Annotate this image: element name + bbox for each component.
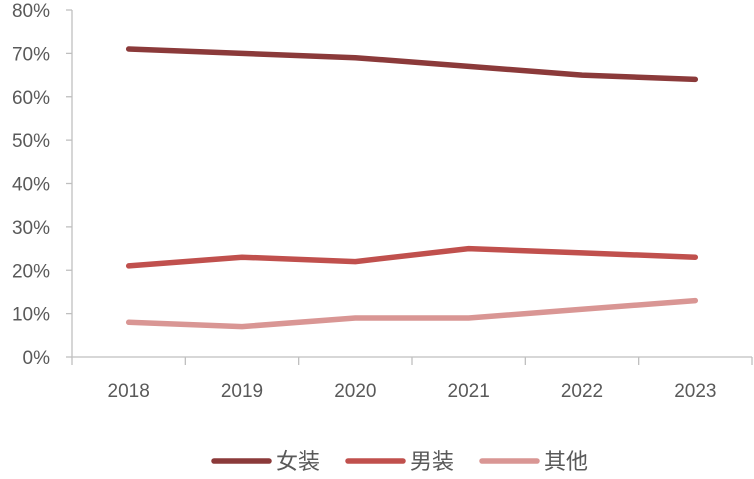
y-tick-label: 70% — [12, 44, 50, 65]
x-tick-label: 2020 — [334, 381, 376, 402]
y-axis-ticks: 0% 10% 20% 30% 40% 50% 60% 70% 80% — [12, 1, 72, 369]
legend: 女装 男装 其他 — [211, 450, 588, 475]
y-tick-label: 10% — [12, 305, 50, 326]
series-lines — [125, 46, 699, 330]
x-tick-label: 2021 — [448, 381, 490, 402]
x-axis-ticks: 2018 2019 2020 2021 2022 2023 — [71, 357, 753, 402]
y-tick-label: 60% — [12, 88, 50, 109]
x-tick-label: 2023 — [674, 381, 716, 402]
legend-item: 男装 — [345, 450, 454, 475]
x-tick-label: 2022 — [561, 381, 603, 402]
legend-label: 女装 — [276, 450, 320, 475]
legend-label: 男装 — [410, 450, 454, 475]
x-tick-label: 2018 — [108, 381, 150, 402]
series-line-2 — [125, 245, 699, 269]
y-tick-label: 30% — [12, 218, 50, 239]
series-line-3 — [125, 297, 699, 330]
series-line-1 — [125, 46, 699, 83]
y-tick-label: 20% — [12, 261, 50, 282]
x-tick-label: 2019 — [221, 381, 263, 402]
y-tick-label: 40% — [12, 175, 50, 196]
y-tick-label: 0% — [23, 348, 51, 369]
legend-label: 其他 — [544, 450, 588, 475]
y-tick-label: 80% — [12, 1, 50, 22]
y-tick-label: 50% — [12, 131, 50, 152]
legend-item: 女装 — [211, 450, 320, 475]
legend-item: 其他 — [479, 450, 588, 475]
